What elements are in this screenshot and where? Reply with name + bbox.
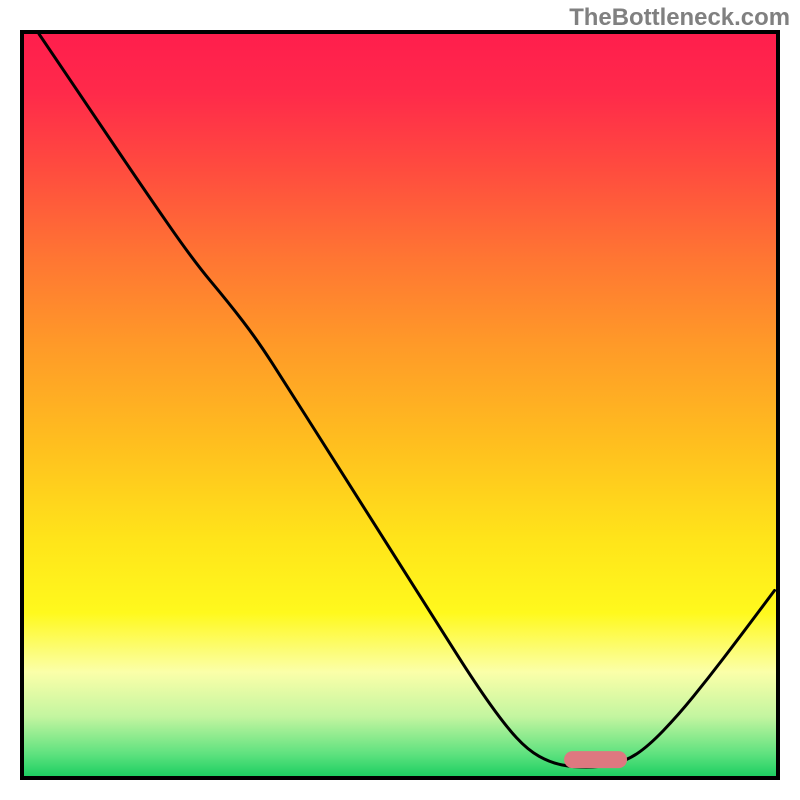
attribution-label: TheBottleneck.com <box>569 4 790 32</box>
optimum-marker <box>564 751 628 769</box>
bottleneck-curve <box>24 34 776 776</box>
chart-root: { "canvas": { "width": 800, "height": 80… <box>0 0 800 800</box>
plot-area <box>24 34 776 776</box>
